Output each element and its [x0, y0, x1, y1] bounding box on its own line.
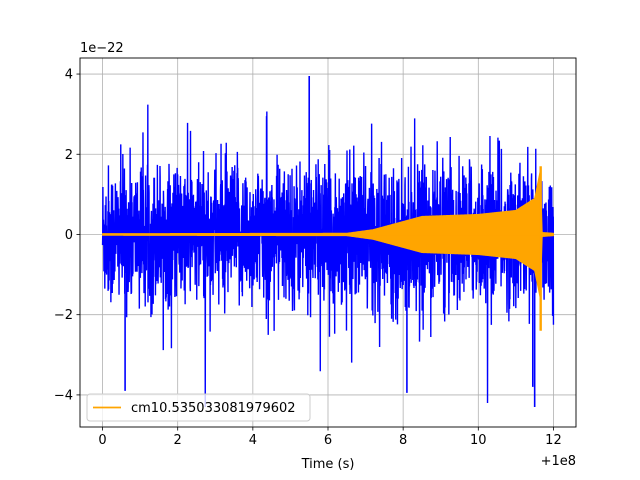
y-axis-ticks: −4 −2 0 2 4: [54, 68, 80, 403]
plot-series-layer: [101, 76, 555, 407]
x-tick-label: 10: [470, 433, 487, 448]
y-tick-label: 2: [65, 148, 73, 163]
x-tick-label: 0: [98, 433, 106, 448]
y-tick-label: 0: [65, 228, 73, 243]
y-tick-label: −4: [54, 388, 73, 403]
x-axis-label: Time (s): [301, 457, 355, 472]
x-axis-ticks: 0 2 4 6 8 10 12: [98, 427, 562, 448]
x-tick-label: 2: [174, 433, 182, 448]
legend-frame: [86, 393, 311, 422]
x-tick-label: 4: [249, 433, 257, 448]
x-tick-label: 8: [399, 433, 407, 448]
x-tick-label: 12: [545, 433, 562, 448]
x-offset-text: +1e8: [541, 454, 576, 469]
y-scale-text: 1e−22: [80, 41, 124, 56]
x-tick-label: 6: [324, 433, 332, 448]
y-tick-label: 4: [65, 68, 73, 83]
legend: cm10.535033081979602: [86, 393, 311, 422]
legend-label: cm10.535033081979602: [131, 401, 296, 416]
y-tick-label: −2: [54, 308, 73, 323]
